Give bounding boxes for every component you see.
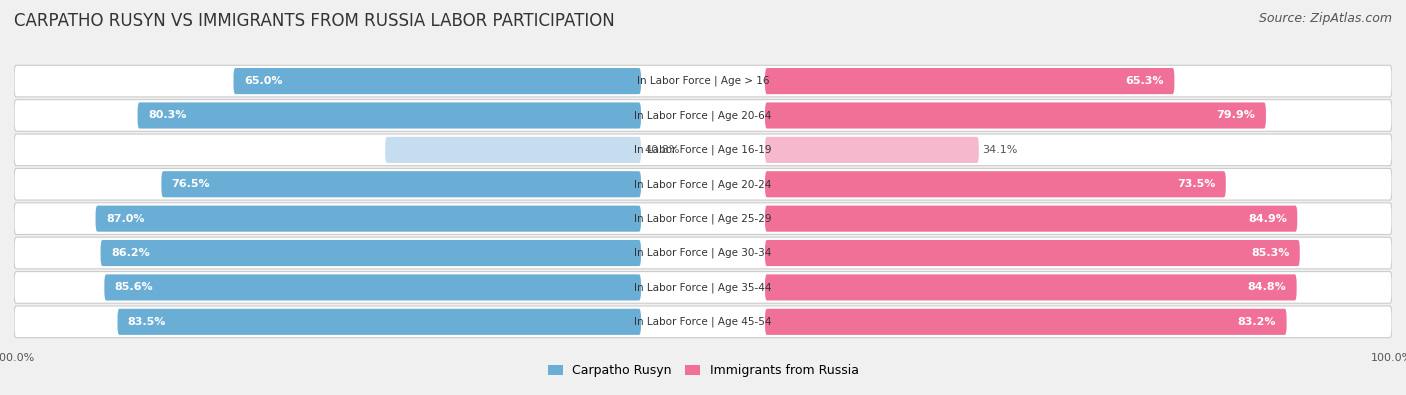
FancyBboxPatch shape — [765, 137, 979, 163]
Text: In Labor Force | Age > 16: In Labor Force | Age > 16 — [637, 76, 769, 87]
FancyBboxPatch shape — [104, 275, 641, 301]
FancyBboxPatch shape — [14, 100, 1392, 131]
FancyBboxPatch shape — [14, 237, 1392, 269]
Text: 40.8%: 40.8% — [644, 145, 681, 155]
Text: Source: ZipAtlas.com: Source: ZipAtlas.com — [1258, 12, 1392, 25]
FancyBboxPatch shape — [14, 203, 1392, 235]
FancyBboxPatch shape — [233, 68, 641, 94]
Text: CARPATHO RUSYN VS IMMIGRANTS FROM RUSSIA LABOR PARTICIPATION: CARPATHO RUSYN VS IMMIGRANTS FROM RUSSIA… — [14, 12, 614, 30]
FancyBboxPatch shape — [118, 309, 641, 335]
FancyBboxPatch shape — [765, 275, 1296, 301]
FancyBboxPatch shape — [765, 68, 1174, 94]
FancyBboxPatch shape — [14, 168, 1392, 200]
Text: 85.3%: 85.3% — [1251, 248, 1289, 258]
Text: In Labor Force | Age 30-34: In Labor Force | Age 30-34 — [634, 248, 772, 258]
FancyBboxPatch shape — [765, 309, 1286, 335]
FancyBboxPatch shape — [14, 65, 1392, 97]
Text: 80.3%: 80.3% — [148, 111, 186, 120]
FancyBboxPatch shape — [162, 171, 641, 198]
Text: 87.0%: 87.0% — [105, 214, 145, 224]
Text: In Labor Force | Age 35-44: In Labor Force | Age 35-44 — [634, 282, 772, 293]
FancyBboxPatch shape — [385, 137, 641, 163]
FancyBboxPatch shape — [765, 240, 1299, 266]
FancyBboxPatch shape — [14, 306, 1392, 338]
Text: 76.5%: 76.5% — [172, 179, 211, 189]
FancyBboxPatch shape — [138, 102, 641, 128]
Text: 84.8%: 84.8% — [1247, 282, 1286, 292]
Text: In Labor Force | Age 20-24: In Labor Force | Age 20-24 — [634, 179, 772, 190]
Text: 34.1%: 34.1% — [983, 145, 1018, 155]
Text: 84.9%: 84.9% — [1249, 214, 1286, 224]
FancyBboxPatch shape — [101, 240, 641, 266]
Text: 65.0%: 65.0% — [243, 76, 283, 86]
FancyBboxPatch shape — [14, 134, 1392, 166]
Text: In Labor Force | Age 45-54: In Labor Force | Age 45-54 — [634, 316, 772, 327]
Text: In Labor Force | Age 16-19: In Labor Force | Age 16-19 — [634, 145, 772, 155]
FancyBboxPatch shape — [765, 171, 1226, 198]
Legend: Carpatho Rusyn, Immigrants from Russia: Carpatho Rusyn, Immigrants from Russia — [543, 359, 863, 382]
Text: 85.6%: 85.6% — [115, 282, 153, 292]
FancyBboxPatch shape — [765, 102, 1265, 128]
Text: 73.5%: 73.5% — [1177, 179, 1215, 189]
Text: 83.2%: 83.2% — [1237, 317, 1277, 327]
Text: 79.9%: 79.9% — [1216, 111, 1256, 120]
FancyBboxPatch shape — [96, 205, 641, 232]
Text: 86.2%: 86.2% — [111, 248, 149, 258]
FancyBboxPatch shape — [14, 272, 1392, 303]
FancyBboxPatch shape — [765, 205, 1298, 232]
Text: In Labor Force | Age 20-64: In Labor Force | Age 20-64 — [634, 110, 772, 121]
Text: 83.5%: 83.5% — [128, 317, 166, 327]
Text: In Labor Force | Age 25-29: In Labor Force | Age 25-29 — [634, 213, 772, 224]
Text: 65.3%: 65.3% — [1126, 76, 1164, 86]
